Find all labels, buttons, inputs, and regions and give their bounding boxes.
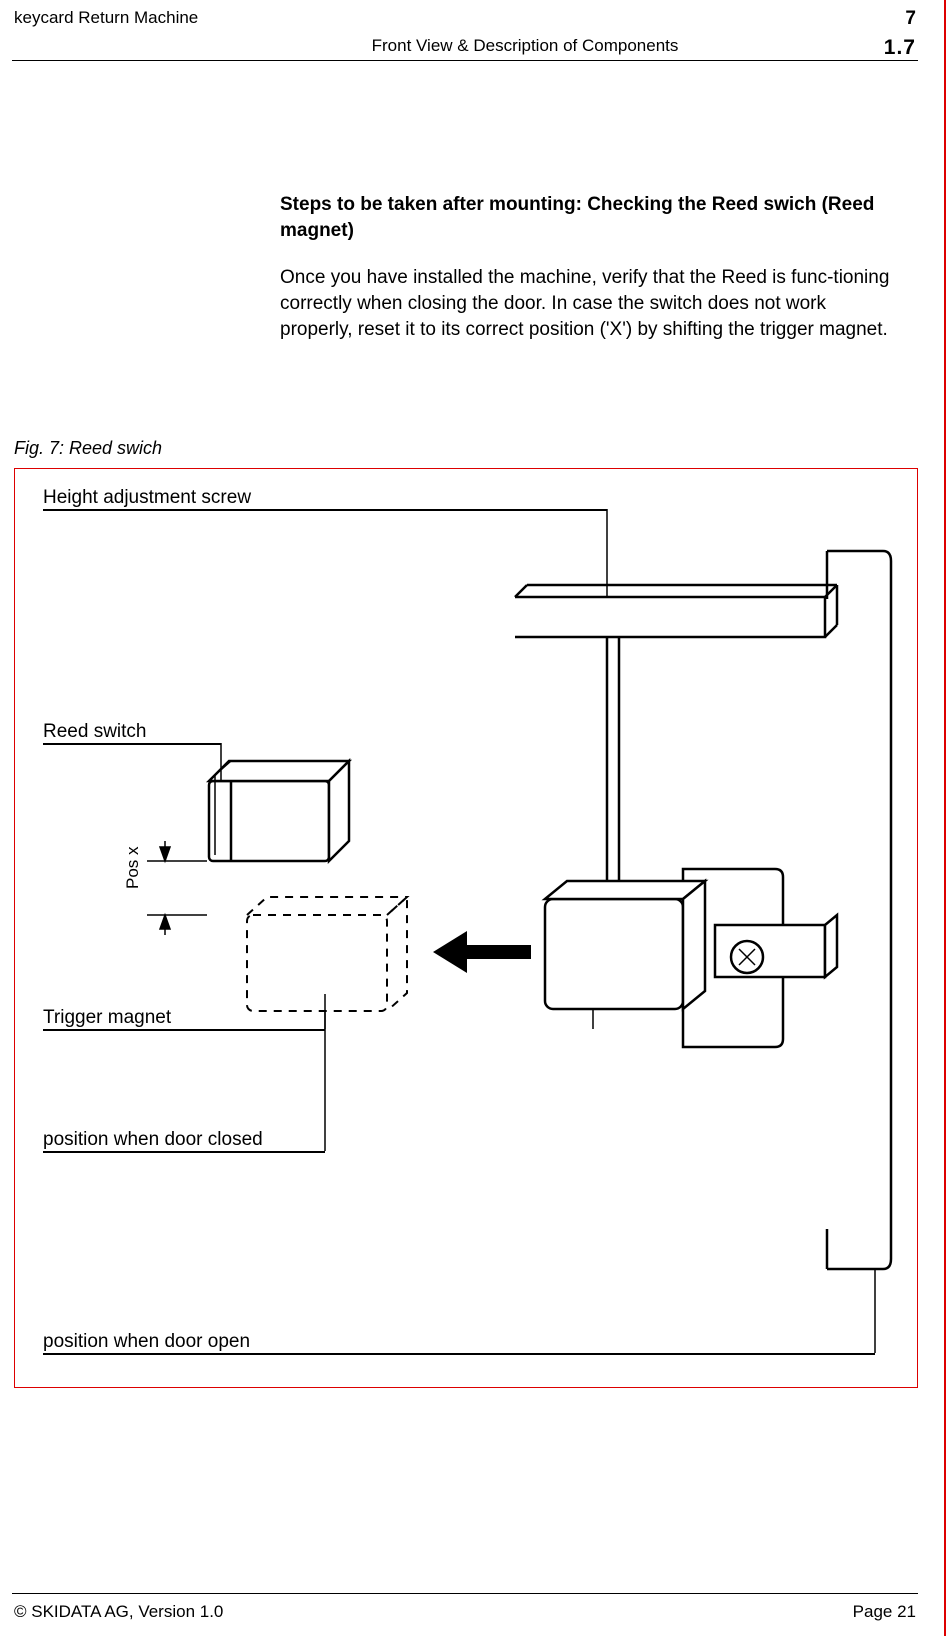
header-subtitle: Front View & Description of Components	[14, 36, 916, 56]
page: keycard Return Machine 7 Front View & De…	[0, 0, 946, 1636]
reed-switch-diagram	[15, 469, 919, 1389]
figure-box: Height adjustment screw Reed switch Pos …	[14, 468, 918, 1388]
page-header: keycard Return Machine 7 Front View & De…	[14, 8, 916, 28]
footer-rule	[12, 1593, 918, 1594]
footer-copyright: © SKIDATA AG, Version 1.0	[14, 1602, 223, 1622]
body-text-block: Steps to be taken after mounting: Checki…	[280, 192, 894, 342]
footer-page-number: Page 21	[853, 1602, 916, 1622]
section-paragraph: Once you have installed the machine, ver…	[280, 265, 894, 342]
header-chapter-number: 7	[905, 8, 916, 30]
figure-caption: Fig. 7: Reed swich	[14, 438, 162, 459]
section-heading: Steps to be taken after mounting: Checki…	[280, 192, 894, 243]
header-section-number: 1.7	[884, 36, 916, 60]
header-rule	[12, 60, 918, 61]
header-title: keycard Return Machine	[14, 8, 198, 27]
